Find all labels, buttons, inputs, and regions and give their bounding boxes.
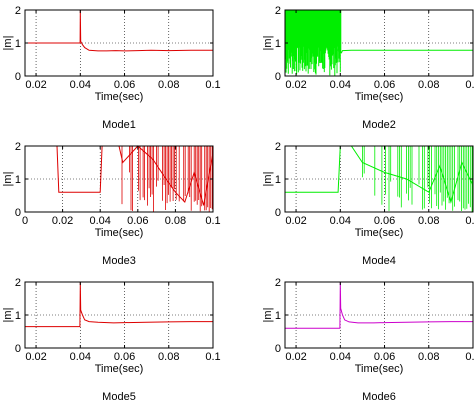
oscillation-spikes xyxy=(362,146,473,212)
y-tick-label: 0 xyxy=(15,207,21,219)
y-axis-label: |m| xyxy=(2,172,14,187)
x-axis-label: Time(sec) xyxy=(95,227,143,239)
y-tick-label: 0 xyxy=(275,207,281,219)
chart-panel-5: 0.02 0.04 0.06 0.08 0.1 0 1 2 Time(sec) |m| Mode5 xyxy=(2,277,221,400)
x-tick-label: 0.06 xyxy=(374,351,395,363)
x-tick-label: 0.1 xyxy=(465,351,474,363)
y-tick-label: 1 xyxy=(275,38,281,50)
y-tick-label: 2 xyxy=(275,277,281,289)
oscillation-spikes xyxy=(121,146,213,212)
y-tick-label: 1 xyxy=(275,310,281,322)
x-tick-label: 0.04 xyxy=(70,79,91,91)
y-tick-label: 0 xyxy=(275,343,281,355)
x-tick-label: 0.06 xyxy=(374,215,395,227)
chart-panel-4: 0.02 0.04 0.06 0.08 0.1 0 1 2 Time(sec) |m| Mode4 xyxy=(262,141,474,267)
x-tick-label: 0.06 xyxy=(374,79,395,91)
series-group xyxy=(25,9,213,52)
x-tick-label: 0.1 xyxy=(205,351,220,363)
y-tick-label: 1 xyxy=(15,38,21,50)
x-axis-label: Time(sec) xyxy=(355,91,403,103)
y-tick-label: 1 xyxy=(15,174,21,186)
x-tick-label: 0.04 xyxy=(89,215,110,227)
series-group xyxy=(25,281,213,328)
series-line xyxy=(25,281,213,328)
x-tick-label: 0.1 xyxy=(465,79,474,91)
x-tick-label: 0.02 xyxy=(25,79,46,91)
x-tick-label: 0.08 xyxy=(158,351,179,363)
series-group xyxy=(285,281,473,329)
chart-title: Mode6 xyxy=(362,391,396,400)
y-axis-label: |m| xyxy=(262,172,274,187)
x-axis-label: Time(sec) xyxy=(355,363,403,375)
x-tick-label: 0.06 xyxy=(127,215,148,227)
x-axis-label: Time(sec) xyxy=(355,227,403,239)
x-tick-label: 0.04 xyxy=(330,351,351,363)
x-tick-label: 0.1 xyxy=(205,215,220,227)
chart-panel-2: 0.02 0.04 0.06 0.08 0.1 0 1 2 Time(sec) |m| Mode2 xyxy=(262,5,474,131)
y-tick-label: 2 xyxy=(15,277,21,289)
y-axis-label: |m| xyxy=(262,36,274,51)
y-axis-label: |m| xyxy=(262,308,274,323)
y-tick-label: 2 xyxy=(275,5,281,17)
y-tick-label: 2 xyxy=(275,141,281,153)
x-tick-label: 0.08 xyxy=(418,351,439,363)
x-tick-label: 0.1 xyxy=(205,79,220,91)
x-axis-label: Time(sec) xyxy=(95,363,143,375)
series-group xyxy=(285,9,473,76)
chart-title: Mode2 xyxy=(362,119,396,131)
x-tick-label: 0.02 xyxy=(285,351,306,363)
chart-title: Mode1 xyxy=(102,119,136,131)
x-tick-label: 0.08 xyxy=(418,215,439,227)
series-group xyxy=(285,145,473,212)
oscillation-region xyxy=(285,10,342,76)
chart-panel-3: 0 0.02 0.04 0.06 0.08 0.1 0 1 2 Time(sec) |m| Mode3 xyxy=(2,141,221,267)
y-axis-label: |m| xyxy=(2,308,14,323)
x-axis-label: Time(sec) xyxy=(95,91,143,103)
y-tick-label: 2 xyxy=(15,141,21,153)
chart-panel-1: 0.02 0.04 0.06 0.08 0.1 0 1 2 Time(sec) |m| Mode1 xyxy=(2,5,221,131)
x-tick-label: 0.08 xyxy=(158,79,179,91)
series-line xyxy=(285,145,473,204)
y-tick-label: 2 xyxy=(15,5,21,17)
chart-title: Mode3 xyxy=(102,255,136,267)
x-tick-label: 0.02 xyxy=(285,79,306,91)
x-tick-label: 0.04 xyxy=(330,215,351,227)
x-tick-label: 0.04 xyxy=(330,79,351,91)
y-axis-label: |m| xyxy=(2,36,14,51)
series-line xyxy=(285,9,473,54)
y-tick-label: 0 xyxy=(15,343,21,355)
y-tick-label: 0 xyxy=(15,71,21,83)
chart-title: Mode4 xyxy=(362,255,396,267)
x-tick-label: 0.06 xyxy=(114,351,135,363)
y-tick-label: 1 xyxy=(15,310,21,322)
series-line xyxy=(285,281,473,329)
x-tick-label: 0.02 xyxy=(25,351,46,363)
x-tick-label: 0.02 xyxy=(52,215,73,227)
x-tick-label: 0.02 xyxy=(285,215,306,227)
x-tick-label: 0 xyxy=(22,215,28,227)
x-tick-label: 0.08 xyxy=(418,79,439,91)
x-tick-label: 0.06 xyxy=(114,79,135,91)
y-tick-label: 0 xyxy=(275,71,281,83)
series-line xyxy=(25,9,213,52)
series-group xyxy=(25,145,213,212)
chart-title: Mode5 xyxy=(102,391,136,400)
chart-panel-6: 0.02 0.04 0.06 0.08 0.1 0 1 2 Time(sec) |m| Mode6 xyxy=(262,277,474,400)
y-tick-label: 1 xyxy=(275,174,281,186)
x-tick-label: 0.04 xyxy=(70,351,91,363)
x-tick-label: 0.08 xyxy=(165,215,186,227)
x-tick-label: 0.1 xyxy=(465,215,474,227)
